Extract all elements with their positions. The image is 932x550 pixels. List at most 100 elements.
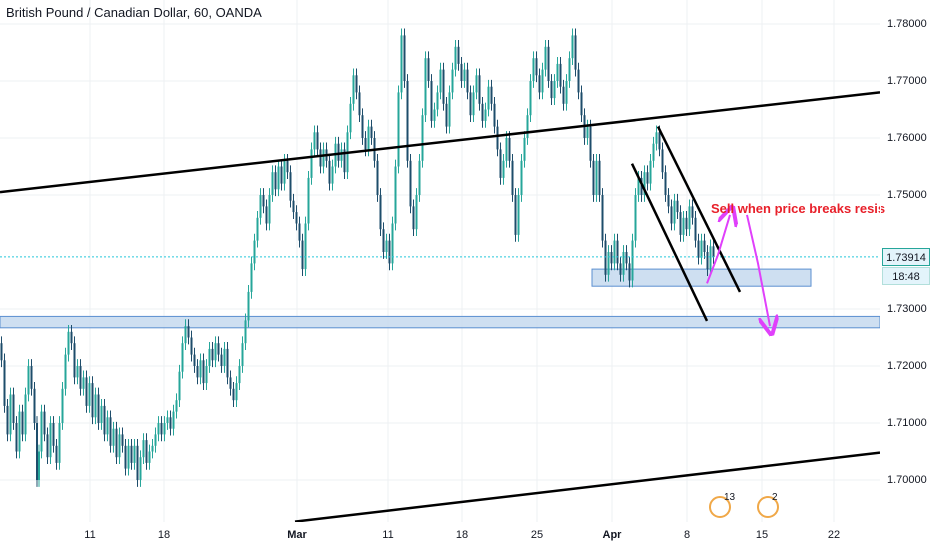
candle-body	[229, 377, 232, 389]
candle-body	[127, 445, 130, 469]
candle-body	[175, 400, 178, 412]
candle-body	[304, 223, 307, 270]
candle-body	[211, 348, 214, 361]
candle-body	[307, 177, 310, 224]
candle-body	[460, 63, 463, 81]
candle-body	[412, 206, 415, 230]
candle-body	[610, 252, 613, 264]
candle-body	[55, 445, 58, 463]
candle-body	[682, 217, 685, 235]
candle-body	[286, 160, 289, 173]
candle-body	[688, 206, 691, 230]
candle-body	[454, 46, 457, 70]
economic-event-icon[interactable]	[757, 496, 779, 518]
candle-body	[349, 103, 352, 133]
candle-body	[448, 92, 451, 127]
candle-body	[385, 240, 388, 252]
candle-body	[130, 445, 133, 463]
arrows[interactable]	[706, 214, 770, 326]
candle-body	[202, 360, 205, 384]
candle-body	[538, 75, 541, 93]
y-tick-label: 1.75000	[887, 189, 927, 201]
candle-body	[268, 195, 271, 224]
y-tick-label: 1.78000	[887, 18, 927, 30]
candle-body	[421, 115, 424, 161]
candle-body	[322, 149, 325, 167]
candle-body	[622, 252, 625, 275]
candle-body	[85, 377, 88, 406]
candle-body	[46, 434, 49, 458]
candle-body	[451, 69, 454, 93]
candle-body	[364, 138, 367, 150]
candle-body	[634, 195, 637, 241]
candle-body	[499, 149, 502, 178]
candle-body	[370, 126, 373, 138]
candle-body	[355, 75, 358, 93]
candle-body	[541, 69, 544, 93]
candle-body	[493, 103, 496, 127]
candle-body	[298, 223, 301, 241]
candle-body	[24, 394, 27, 435]
candle-body	[604, 240, 607, 275]
candle-body	[91, 383, 94, 418]
candle-body	[280, 166, 283, 184]
sell-annotation[interactable]: Sell when price breaks resis	[711, 201, 886, 216]
candle-body	[601, 195, 604, 241]
candle-body	[358, 92, 361, 116]
candle-body	[256, 217, 259, 241]
candle-body	[706, 252, 709, 270]
candle-body	[6, 405, 9, 435]
candle-body	[445, 103, 448, 127]
candle-body	[70, 331, 73, 344]
candle-body	[652, 143, 655, 161]
candle-body	[649, 160, 652, 184]
candle-body	[235, 383, 238, 401]
candle-body	[250, 263, 253, 292]
x-tick-label: Apr	[602, 529, 622, 541]
x-tick-label: 15	[755, 529, 769, 541]
candle-body	[205, 366, 208, 384]
trend-lines[interactable]	[0, 91, 880, 522]
candle-body	[484, 109, 487, 121]
y-tick-label: 1.76000	[887, 132, 927, 144]
candle-body	[586, 126, 589, 138]
x-tick-label: 22	[827, 529, 841, 541]
projection-arrow	[706, 215, 730, 284]
candle-body	[193, 354, 196, 366]
candle-body	[217, 343, 220, 355]
economic-event-icon[interactable]	[709, 496, 731, 518]
candle-body	[343, 149, 346, 173]
candle-body	[547, 46, 550, 81]
candle-body	[691, 206, 694, 218]
candle-body	[394, 166, 397, 224]
candle-body	[466, 69, 469, 93]
projection-arrow	[746, 214, 770, 326]
candle-body	[109, 417, 112, 446]
candle-body	[457, 46, 460, 64]
candle-body	[571, 35, 574, 59]
candle-body	[508, 138, 511, 161]
candle-body	[12, 394, 15, 423]
candle-body	[337, 143, 340, 161]
candle-body	[9, 394, 12, 435]
candle-body	[289, 172, 292, 201]
candle-body	[616, 240, 619, 264]
price-chart[interactable]	[0, 0, 880, 522]
candle-body	[208, 348, 211, 366]
candle-body	[361, 115, 364, 138]
candle-body	[241, 343, 244, 366]
candle-body	[598, 160, 601, 195]
candle-body	[73, 343, 76, 378]
candle-body	[265, 206, 268, 224]
candle-body	[38, 451, 40, 480]
candle-body	[577, 69, 580, 93]
candle-body	[184, 326, 187, 344]
candle-body	[628, 263, 631, 281]
candle-body	[328, 160, 331, 184]
candle-body	[382, 229, 385, 252]
candle-body	[259, 195, 262, 218]
price-axis[interactable]	[880, 0, 932, 522]
candle-body	[565, 81, 568, 104]
candle-body	[478, 75, 481, 104]
